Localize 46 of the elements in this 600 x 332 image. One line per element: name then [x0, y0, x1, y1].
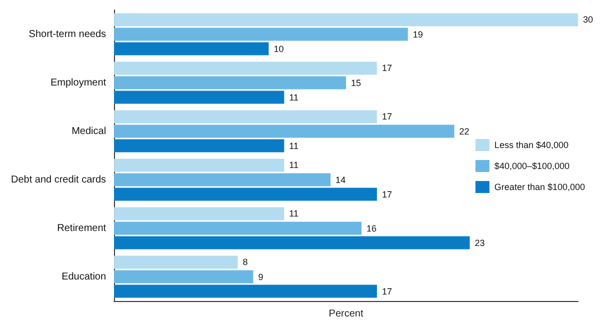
data-label: 8 [242, 257, 248, 268]
data-label: 11 [289, 208, 299, 219]
bar [114, 90, 284, 104]
legend-label: Greater than $100,000 [494, 182, 586, 192]
y-tick-label: Short-term needs [28, 28, 106, 40]
data-label: 17 [382, 189, 392, 200]
data-label: 15 [351, 78, 362, 88]
bar [114, 222, 362, 235]
data-label: 11 [289, 92, 299, 102]
data-label: 22 [459, 126, 470, 136]
bar [114, 284, 377, 298]
legend-label: Less than $40,000 [494, 140, 568, 150]
y-tick-label: Debt and credit cards [10, 174, 106, 186]
data-label: 9 [258, 272, 264, 282]
data-label: 16 [366, 223, 377, 234]
bar [114, 173, 331, 186]
data-label: 19 [412, 29, 423, 40]
y-tick-label: Employment [50, 77, 106, 88]
data-label: 30 [583, 14, 594, 25]
bar [114, 28, 408, 41]
x-axis-title: Percent [328, 308, 364, 320]
bar [114, 13, 578, 26]
data-label: 17 [382, 63, 392, 74]
data-label: 17 [382, 286, 392, 296]
y-tick-label: Retirement [57, 222, 106, 234]
data-label: 14 [336, 174, 346, 185]
bar [114, 76, 346, 90]
y-tick-label: Medical [72, 126, 106, 137]
bar [114, 236, 470, 250]
bar [114, 42, 269, 56]
bar [114, 139, 284, 152]
bar [114, 158, 284, 172]
bar [114, 124, 454, 138]
data-label: 11 [289, 160, 299, 170]
bar [114, 207, 284, 220]
legend-label: $40,000–$100,000 [494, 161, 570, 171]
bar [114, 110, 377, 124]
bar [114, 270, 254, 284]
data-label: 10 [274, 44, 284, 54]
bar [114, 62, 377, 75]
y-tick-label: Education [62, 271, 106, 282]
data-label: 17 [382, 112, 392, 122]
bar [114, 188, 377, 201]
data-label: 11 [289, 140, 299, 151]
data-label: 23 [474, 238, 485, 248]
bar [114, 256, 238, 269]
